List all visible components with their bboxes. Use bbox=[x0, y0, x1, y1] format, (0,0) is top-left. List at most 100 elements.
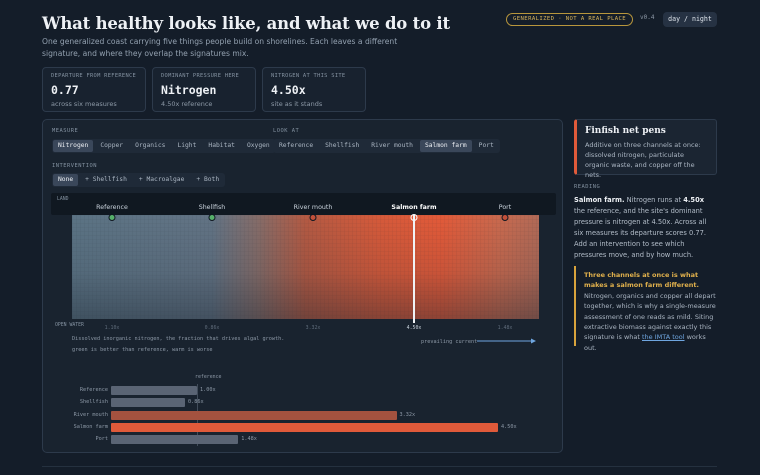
open-water-label: OPEN WATER bbox=[55, 323, 84, 328]
intervention-option-none[interactable]: None bbox=[53, 174, 79, 186]
bar-row-salmon-farm[interactable]: Salmon farm 4.50x bbox=[43, 422, 564, 432]
explorer-panel: MEASURE Nitrogen Copper Organics Light H… bbox=[42, 119, 563, 453]
measure-option-organics[interactable]: Organics bbox=[135, 142, 166, 149]
map-caption: Dissolved inorganic nitrogen, the fracti… bbox=[72, 336, 285, 342]
map-label-salmon-farm: Salmon farm bbox=[391, 204, 437, 211]
bar-salmon-farm bbox=[111, 422, 498, 432]
land-band: LAND bbox=[51, 193, 556, 215]
intervention-option-shellfish[interactable]: + Shellfish bbox=[85, 176, 127, 183]
stat-sub: across six measures bbox=[51, 100, 117, 108]
stat-sub: site as it stands bbox=[271, 100, 323, 108]
measure-option-nitrogen[interactable]: Nitrogen bbox=[53, 140, 94, 152]
map-value-port: 1.48x bbox=[497, 325, 513, 331]
map-label-port: Port bbox=[498, 204, 512, 211]
bar-row-shellfish[interactable]: Shellfish 0.86x bbox=[43, 398, 564, 408]
measure-option-habitat[interactable]: Habitat bbox=[208, 142, 235, 149]
reading-text: Salmon farm. Nitrogen runs at 4.50x the … bbox=[574, 195, 717, 261]
intervention-option-macroalgae[interactable]: + Macroalgae bbox=[138, 176, 185, 183]
footer-divider bbox=[42, 466, 717, 467]
bar-value-river-mouth: 3.32x bbox=[399, 411, 416, 418]
bar-row-port[interactable]: Port 1.48x bbox=[43, 435, 564, 445]
look-at-label: LOOK AT bbox=[273, 128, 300, 134]
bar-label-river-mouth: River mouth bbox=[73, 411, 108, 418]
measure-option-light[interactable]: Light bbox=[177, 142, 197, 149]
intervention-selector: None + Shellfish + Macroalgae + Both bbox=[52, 173, 226, 187]
bar-reference bbox=[111, 386, 197, 395]
site-marker-river-mouth[interactable] bbox=[309, 214, 317, 221]
stat-value: Nitrogen bbox=[161, 83, 217, 97]
reading-label: READING bbox=[574, 184, 601, 190]
site-option-salmon-farm[interactable]: Salmon farm bbox=[419, 140, 472, 152]
stat-label: NITROGEN AT THIS SITE bbox=[271, 73, 346, 79]
bar-value-salmon-farm: 4.50x bbox=[501, 423, 517, 430]
stat-value: 4.50x bbox=[271, 83, 306, 97]
bar-row-river-mouth[interactable]: River mouth 3.32x bbox=[43, 410, 564, 420]
site-option-reference[interactable]: Reference bbox=[279, 142, 314, 149]
site-comparison-chart: reference Reference 1.00x Shellfish 0.86x Ri… bbox=[43, 370, 564, 450]
site-selector: Reference Shellfish River mouth Salmon f… bbox=[273, 139, 500, 153]
stat-label: DOMINANT PRESSURE HERE bbox=[161, 73, 239, 79]
bar-river-mouth bbox=[111, 410, 397, 420]
stat-dominant-pressure: DOMINANT PRESSURE HERE Nitrogen 4.50x re… bbox=[152, 67, 256, 112]
map-value-salmon-farm: 4.50x bbox=[406, 325, 422, 331]
bar-value-reference: 1.00x bbox=[200, 387, 216, 393]
site-option-river-mouth[interactable]: River mouth bbox=[371, 142, 413, 149]
land-label: LAND bbox=[57, 197, 69, 202]
map-label-river-mouth: River mouth bbox=[293, 204, 333, 211]
reference-line-label: reference bbox=[195, 374, 222, 380]
bar-label-reference: Reference bbox=[79, 387, 108, 393]
selected-site-line bbox=[413, 215, 415, 323]
page-subtitle: One generalized coast carrying five thin… bbox=[42, 37, 398, 58]
map-legend-note: green is better than reference, warm is … bbox=[72, 347, 213, 353]
stat-label: DEPARTURE FROM REFERENCE bbox=[51, 73, 137, 79]
reading-part: Nitrogen runs at bbox=[624, 196, 684, 204]
site-option-port[interactable]: Port bbox=[478, 142, 494, 149]
measure-option-copper[interactable]: Copper bbox=[100, 142, 124, 149]
nitrogen-heatmap[interactable] bbox=[72, 215, 539, 319]
imta-tool-link[interactable]: the IMTA tool bbox=[641, 333, 685, 342]
page-title: What healthy looks like, and what we do … bbox=[42, 14, 450, 33]
card-body: Additive on three channels at once: diss… bbox=[585, 141, 701, 179]
callout-tail: works out. bbox=[584, 333, 706, 352]
insight-callout: Three channels at once is what makes a s… bbox=[574, 266, 717, 352]
site-marker-port[interactable] bbox=[501, 214, 509, 221]
card-title: Finfish net pens bbox=[585, 126, 666, 136]
stat-sub: 4.50x reference bbox=[161, 100, 213, 108]
reading-part: the reference, and the site's dominant p… bbox=[574, 207, 707, 259]
prevailing-current-label: prevailing current bbox=[421, 339, 478, 345]
map-value-river-mouth: 3.32x bbox=[305, 325, 321, 331]
bar-value-port: 1.48x bbox=[241, 436, 257, 443]
page-header: What healthy looks like, and what we do … bbox=[42, 12, 732, 62]
measure-label: MEASURE bbox=[52, 128, 79, 134]
map-label-shellfish: Shellfish bbox=[198, 204, 226, 211]
bar-shellfish bbox=[111, 398, 185, 408]
bar-row-reference[interactable]: Reference 1.00x bbox=[43, 386, 564, 395]
map-label-reference: Reference bbox=[96, 204, 128, 211]
site-marker-reference[interactable] bbox=[108, 214, 116, 221]
generalized-badge: GENERALIZED · NOT A REAL PLACE bbox=[506, 13, 634, 26]
site-marker-shellfish[interactable] bbox=[208, 214, 216, 221]
callout-body: Nitrogen, organics and copper all depart… bbox=[584, 291, 716, 342]
site-option-shellfish[interactable]: Shellfish bbox=[325, 142, 360, 149]
map-value-reference: 1.10x bbox=[104, 325, 120, 331]
bar-port bbox=[111, 435, 239, 445]
map-value-shellfish: 0.86x bbox=[204, 325, 220, 331]
measure-selector: Nitrogen Copper Organics Light Habitat O… bbox=[52, 139, 276, 153]
intervention-label: INTERVENTION bbox=[52, 163, 97, 169]
stat-departure: DEPARTURE FROM REFERENCE 0.77 across six… bbox=[42, 67, 146, 112]
bar-label-port: Port bbox=[95, 436, 109, 443]
intervention-option-both[interactable]: + Both bbox=[196, 176, 220, 183]
reading-lead: Salmon farm. bbox=[574, 196, 625, 204]
version-label: v0.4 bbox=[640, 14, 655, 21]
coast-map: LAND bbox=[51, 193, 556, 328]
reading-value: 4.50x bbox=[683, 196, 705, 204]
bar-value-shellfish: 0.86x bbox=[187, 399, 204, 406]
callout-head: Three channels at once is what makes a s… bbox=[584, 271, 699, 290]
site-info-card: Finfish net pens Additive on three chann… bbox=[574, 119, 717, 179]
bar-label-salmon-farm: Salmon farm bbox=[73, 423, 108, 430]
current-arrow-icon bbox=[477, 338, 536, 344]
stat-nitrogen-site: NITROGEN AT THIS SITE 4.50x site as it s… bbox=[262, 67, 366, 112]
stat-value: 0.77 bbox=[51, 83, 79, 97]
theme-toggle-button[interactable]: day / night bbox=[663, 12, 717, 27]
measure-option-oxygen[interactable]: Oxygen bbox=[246, 142, 270, 149]
